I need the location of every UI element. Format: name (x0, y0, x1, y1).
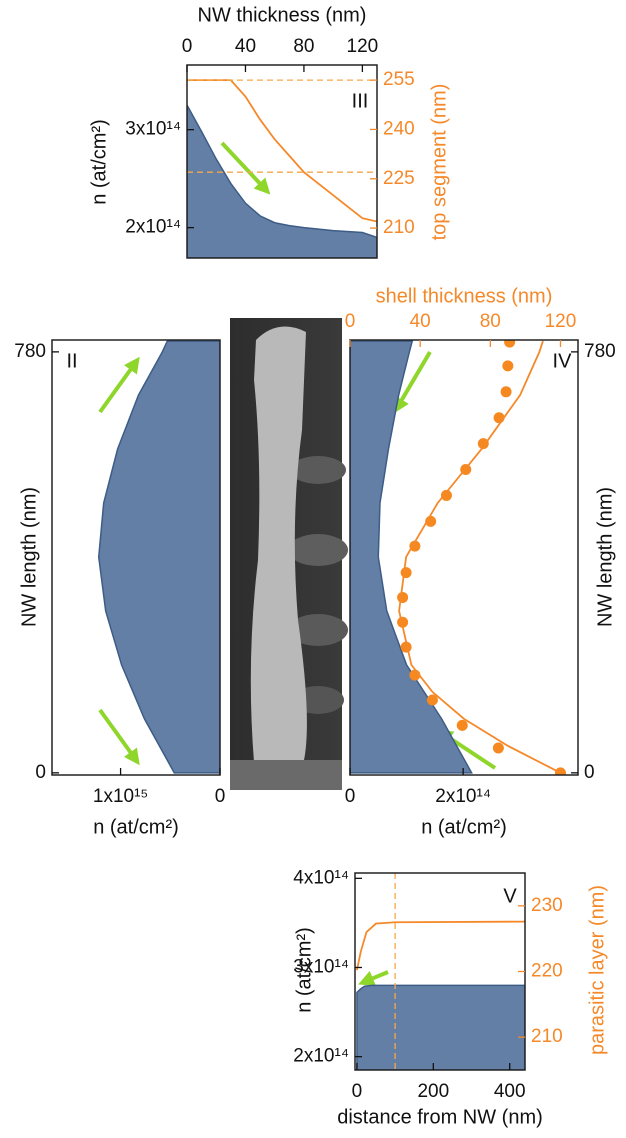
area (350, 341, 472, 773)
-label: V (503, 885, 517, 907)
plot-area (99, 341, 220, 773)
tick-label: 210 (531, 1026, 563, 1047)
plot-area (357, 873, 525, 1070)
tick-label: 0 (352, 1081, 363, 1102)
tick-label: 0 (35, 762, 46, 783)
tick-label: 200 (417, 1081, 449, 1102)
tick-label: 0 (584, 762, 595, 783)
tick-label: 0 (345, 786, 356, 807)
arrow (364, 972, 388, 982)
tick-label: 40 (410, 311, 431, 332)
tick-label: 3x10¹⁴ (125, 119, 181, 140)
sem-image (230, 318, 348, 790)
point (457, 720, 468, 731)
figure: 0 40 80 120 2x10¹⁴ 3x10¹⁴ 210 225 240 255 NW thick… (0, 0, 626, 1138)
tick-label: 230 (531, 895, 563, 916)
tick-label: 780 (14, 341, 46, 362)
page: 0 40 80 120 2x10¹⁴ 3x10¹⁴ 210 225 240 255 NW thick… (0, 0, 626, 1138)
y2-label: parasitic layer (nm) (586, 885, 608, 1055)
tick-label: 255 (383, 69, 415, 90)
point (504, 337, 515, 348)
plot-area (187, 80, 377, 258)
tick-label: 4x10¹⁴ (293, 867, 349, 888)
tick-label: 240 (383, 118, 415, 139)
point (397, 592, 408, 603)
tick-label: 2x10¹⁴ (435, 786, 491, 807)
point (502, 360, 513, 371)
point (501, 386, 512, 397)
arrow (100, 362, 136, 412)
tick-label: 210 (383, 217, 415, 238)
x-label: n (at/cm²) (421, 816, 507, 838)
plot-area (350, 337, 566, 779)
y-label: n (at/cm²) (293, 927, 315, 1013)
tick-label: 0 (182, 36, 193, 57)
tick-label: 2x10¹⁴ (125, 217, 181, 238)
x-label: NW thickness (nm) (198, 4, 367, 26)
tick-label: 120 (347, 36, 379, 57)
tick-label: 220 (531, 961, 563, 982)
area (187, 105, 377, 258)
tick-label: 780 (584, 341, 616, 362)
x-label: distance from NW (nm) (337, 1106, 543, 1128)
point (401, 567, 412, 578)
tick-label: 80 (293, 36, 314, 57)
tick-label: 40 (235, 36, 256, 57)
point (493, 743, 504, 754)
tick-label: 1x10¹⁵ (93, 786, 148, 807)
x-label: n (at/cm²) (93, 816, 179, 838)
line (357, 922, 525, 971)
-label: III (352, 90, 369, 112)
-label: IV (553, 350, 573, 372)
tick-label: 400 (494, 1081, 526, 1102)
area (99, 341, 220, 773)
sem-band (288, 534, 348, 566)
y-label: NW length (nm) (18, 487, 40, 627)
tick-label: 120 (545, 311, 577, 332)
y-label: NW length (nm) (594, 487, 616, 627)
tick-label: 2x10¹⁴ (293, 1046, 349, 1067)
y-label: n (at/cm²) (88, 119, 110, 205)
tick-label: 0 (215, 786, 226, 807)
area (357, 985, 525, 1070)
sem-substrate (230, 760, 342, 790)
arrow (100, 710, 136, 760)
tick-label: 0 (345, 311, 356, 332)
y2-label: top segment (nm) (428, 84, 450, 241)
tick-label: 80 (480, 311, 501, 332)
tick-label: 225 (383, 168, 415, 189)
x2-label: shell thickness (nm) (376, 285, 553, 307)
-label: II (66, 350, 77, 372)
